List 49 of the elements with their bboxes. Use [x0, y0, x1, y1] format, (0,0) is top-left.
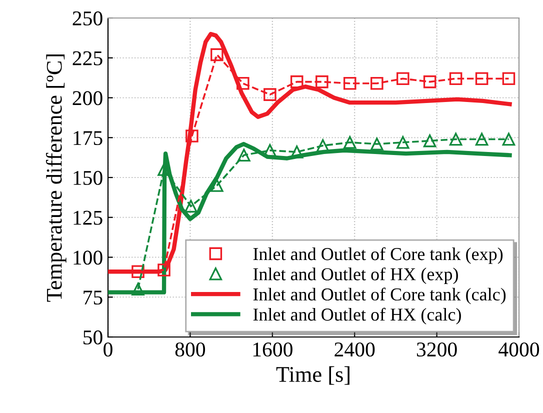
point [396, 72, 410, 85]
point [343, 77, 356, 90]
point [290, 75, 304, 88]
x-tick-label: 3200 [416, 342, 457, 357]
y-tick-label: 175 [74, 131, 102, 146]
point [184, 200, 198, 213]
y-tick-label: 150 [74, 170, 102, 185]
point [343, 136, 356, 149]
x-tick-label: 4000 [498, 342, 540, 357]
legend-label: Inlet and Outlet of HX (exp) [253, 267, 458, 284]
point [475, 132, 488, 146]
point [186, 130, 198, 142]
y-tick-label: 225 [72, 51, 102, 66]
legend-label: Inlet and Outlet of Core tank (exp) [253, 247, 503, 264]
point [370, 138, 384, 150]
point [475, 72, 488, 85]
point [370, 77, 384, 90]
y-tick-label: 200 [72, 91, 102, 106]
point [132, 265, 144, 278]
point [449, 72, 462, 85]
point [502, 132, 516, 146]
point [264, 144, 276, 157]
x-tick-label: 0 [104, 342, 112, 357]
x-tick-label: 1600 [253, 342, 292, 357]
point [316, 139, 330, 152]
point [238, 148, 250, 162]
point [502, 72, 516, 85]
point [264, 88, 276, 101]
y-tick-label: 100 [74, 250, 102, 265]
y-axis-title: Temperature difference [ºC] [46, 54, 66, 302]
point [423, 75, 436, 88]
point [396, 136, 410, 149]
x-tick-label: 800 [175, 342, 206, 357]
point [423, 134, 436, 148]
y-tick-label: 250 [72, 11, 102, 26]
point [158, 264, 170, 276]
point [316, 75, 328, 88]
point [449, 132, 462, 146]
y-tick-label: 50 [84, 330, 102, 344]
point [132, 282, 144, 296]
legend-label: Inlet and Outlet of Core tank (calc) [253, 288, 506, 304]
point [210, 48, 224, 62]
x-tick-label: 2400 [334, 342, 375, 357]
y-tick-label: 125 [74, 210, 102, 225]
y-tick-label: 75 [84, 290, 102, 305]
point [210, 179, 224, 192]
point [236, 77, 250, 90]
x-axis-title: Time [s] [276, 366, 350, 385]
legend-label: Inlet and Outlet of HX (calc) [253, 308, 461, 324]
